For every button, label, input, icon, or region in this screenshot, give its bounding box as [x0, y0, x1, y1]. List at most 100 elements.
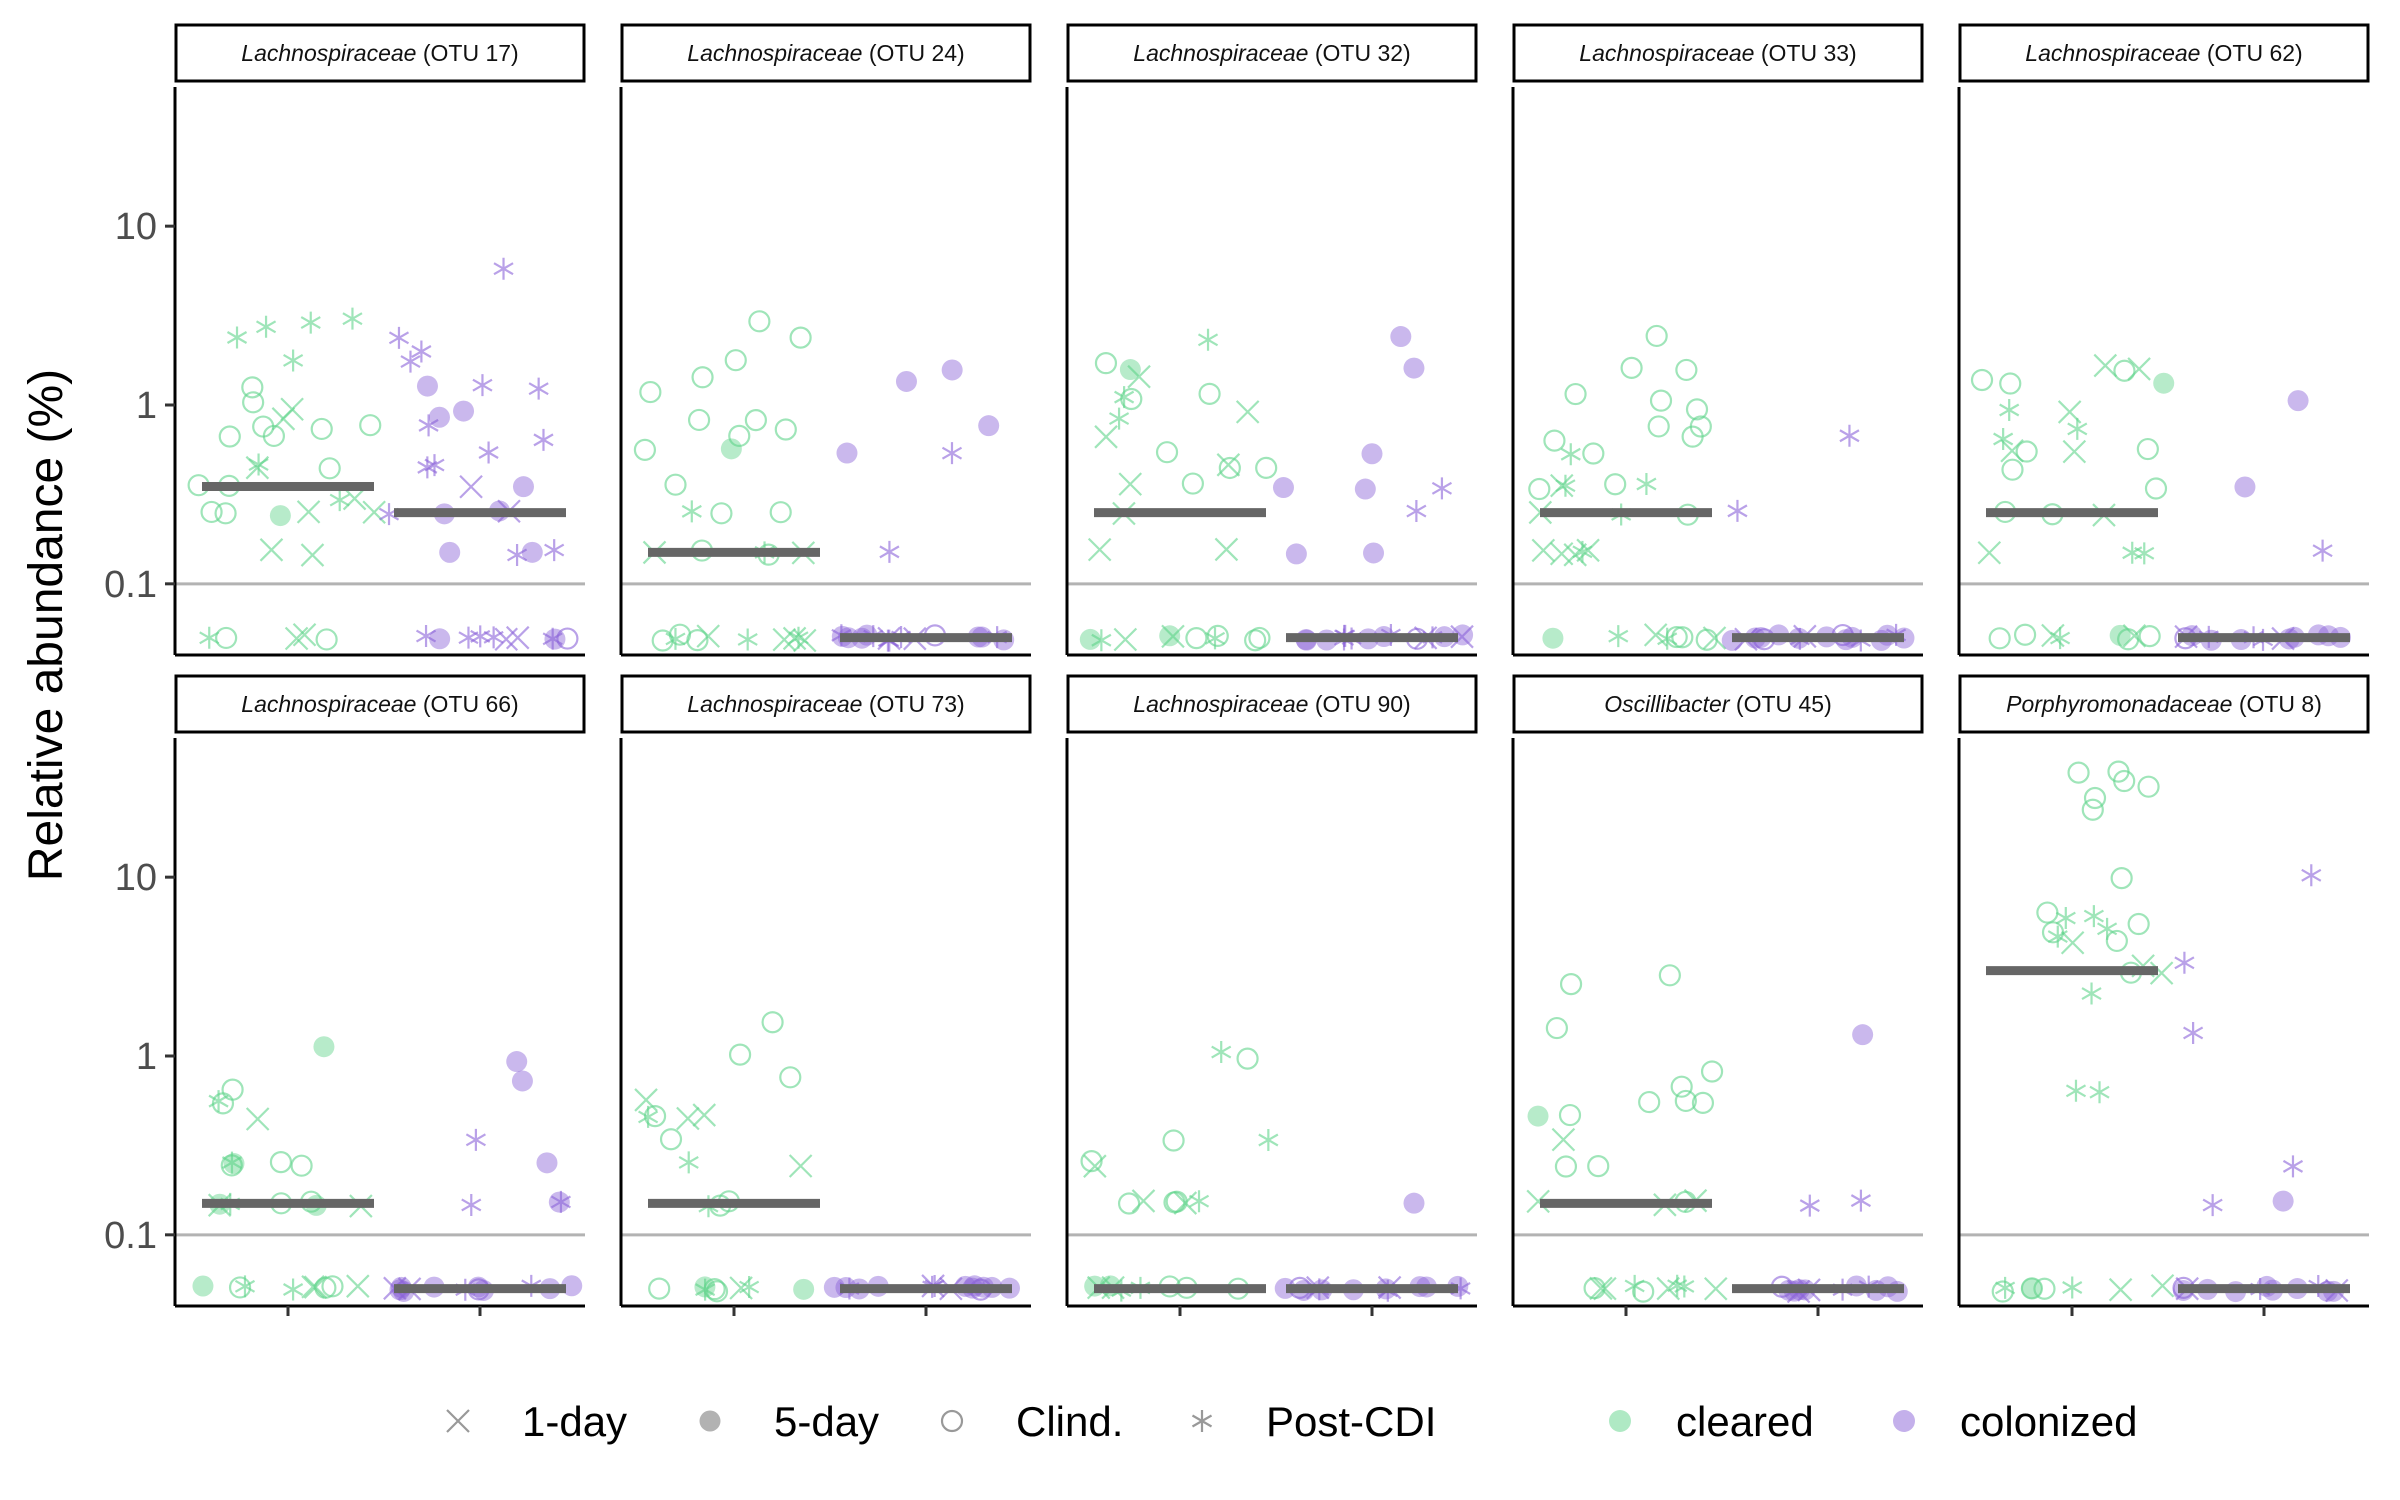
data-point — [1155, 441, 1179, 464]
data-point — [1091, 629, 1112, 652]
data-point — [1545, 1016, 1568, 1040]
series-cleared — [1526, 964, 1728, 1303]
facet-strip-box — [620, 23, 1032, 83]
facet-strip-box — [1066, 674, 1478, 734]
facet-label: Lachnospiraceae (OTU 32) — [1133, 40, 1410, 66]
data-point — [1543, 429, 1566, 452]
data-point — [695, 1278, 716, 1301]
data-point — [941, 442, 963, 465]
data-point — [284, 626, 309, 651]
facet-label: Lachnospiraceae (OTU 24) — [687, 40, 964, 66]
data-point — [505, 625, 530, 650]
data-point — [1431, 477, 1453, 500]
data-point — [724, 349, 747, 372]
data-point — [459, 474, 483, 499]
data-point — [2067, 417, 2088, 440]
data-point — [665, 627, 686, 650]
data-point — [1559, 973, 1583, 996]
data-point — [199, 626, 220, 649]
data-point — [1620, 356, 1643, 379]
facet-panel: Lachnospiraceae (OTU 33) — [1511, 23, 1924, 657]
data-point — [2083, 786, 2107, 810]
facet-taxon: Lachnospiraceae — [1133, 691, 1308, 717]
data-point — [1671, 626, 1694, 649]
data-point — [2062, 439, 2087, 464]
data-point — [728, 424, 751, 448]
data-point — [1272, 477, 1294, 499]
facet-panel: Lachnospiraceae (OTU 90) — [1065, 674, 1478, 1316]
data-point — [2033, 1277, 2056, 1300]
facet-strip: Oscillibacter (OTU 45) — [1512, 674, 1924, 734]
data-point — [772, 627, 797, 652]
data-point — [1173, 1191, 1198, 1215]
data-point — [1248, 626, 1271, 650]
legend-label: Post-CDI — [1266, 1398, 1436, 1445]
data-point — [269, 1151, 293, 1174]
data-point — [1285, 543, 1307, 565]
facet-otu: (OTU 8) — [2232, 691, 2321, 717]
legend-item-1-day: 1-day — [446, 1398, 627, 1445]
data-point — [2108, 1277, 2133, 1302]
facet-taxon: Lachnospiraceae — [2025, 40, 2200, 66]
data-point — [415, 625, 437, 648]
facet-strip-box — [1958, 674, 2370, 734]
data-point — [633, 438, 657, 461]
data-point — [218, 425, 241, 448]
data-point — [1550, 473, 1574, 498]
series-colonized — [1732, 1024, 1908, 1304]
facet-panel: Lachnospiraceae (OTU 24) — [619, 23, 1032, 657]
data-point — [359, 414, 382, 437]
data-point — [1604, 473, 1627, 496]
data-point — [1999, 372, 2022, 395]
data-point — [556, 627, 579, 650]
data-point — [318, 457, 341, 480]
data-point — [400, 350, 421, 373]
data-point — [223, 1153, 245, 1175]
data-point — [314, 1276, 337, 1299]
data-point — [687, 408, 711, 432]
data-point — [494, 627, 519, 652]
data-point — [2049, 627, 2071, 650]
data-point — [221, 1151, 243, 1174]
data-point — [639, 380, 662, 404]
data-point — [1361, 443, 1383, 465]
data-point — [651, 629, 674, 652]
data-point — [226, 326, 248, 349]
facet-otu: (OTU 66) — [416, 691, 518, 717]
data-point — [1993, 428, 2014, 451]
data-point — [428, 406, 450, 428]
data-point — [1700, 1060, 1724, 1083]
data-point — [1161, 624, 1185, 649]
data-point — [1670, 1075, 1693, 1098]
data-point — [310, 417, 333, 441]
facet-strip-box — [1066, 23, 1478, 83]
data-point — [1113, 627, 1138, 652]
series-colonized — [383, 1051, 583, 1302]
series-colonized — [1274, 1192, 1471, 1302]
data-point — [208, 1090, 229, 1113]
data-point — [836, 442, 858, 464]
data-point — [895, 370, 917, 392]
data-point — [1638, 1090, 1661, 1114]
facet-strip: Porphyromonadaceae (OTU 8) — [1958, 674, 2370, 734]
data-point — [200, 500, 223, 524]
data-point — [1108, 407, 1130, 430]
data-point — [1117, 1192, 1141, 1215]
series-cleared — [1970, 353, 2175, 651]
data-point — [2036, 901, 2059, 924]
data-point — [2060, 930, 2085, 955]
facet-otu: (OTU 32) — [1308, 40, 1410, 66]
data-point — [507, 543, 528, 566]
data-point — [748, 310, 771, 333]
data-point — [1632, 1280, 1655, 1303]
facet-taxon: Lachnospiraceae — [1133, 40, 1308, 66]
data-point — [2113, 769, 2136, 793]
data-point — [1206, 624, 1229, 648]
legend-item-clind: Clind. — [940, 1398, 1123, 1445]
data-point — [1999, 398, 2020, 421]
data-point — [1564, 382, 1587, 406]
data-point — [290, 1154, 313, 1177]
y-tick-label: 1 — [136, 385, 157, 427]
facet-strip: Lachnospiraceae (OTU 32) — [1066, 23, 1478, 83]
data-point — [536, 1152, 558, 1174]
